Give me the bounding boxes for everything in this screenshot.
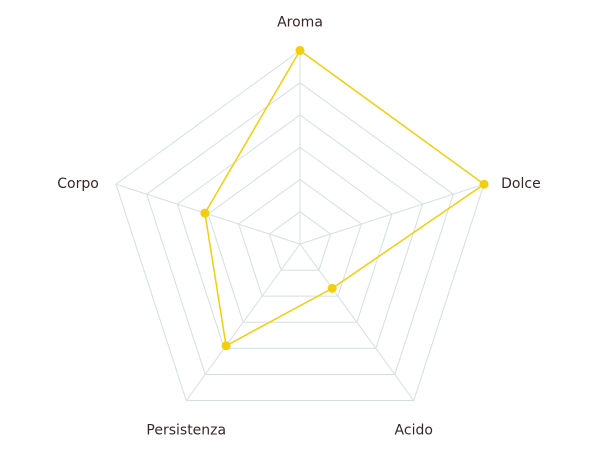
data-point [327,283,337,293]
axis-spoke [185,243,301,401]
axis-label: Corpo [57,176,99,192]
grid-ring [268,211,332,271]
grid-ring [207,146,393,323]
axis-label: Persistenza [146,423,226,439]
axis-label: Aroma [277,15,323,31]
axis-label: Acido [395,423,433,439]
grid-ring [238,178,362,297]
axis-label: Dolce [501,176,541,192]
data-point [221,341,231,351]
data-point [479,179,489,189]
data-point [295,46,305,55]
axis-spoke [299,183,485,245]
grid-ring [146,82,454,375]
grid-ring [176,114,424,349]
data-point [200,208,210,218]
data-area [204,49,485,347]
axis-spoke [299,243,415,401]
